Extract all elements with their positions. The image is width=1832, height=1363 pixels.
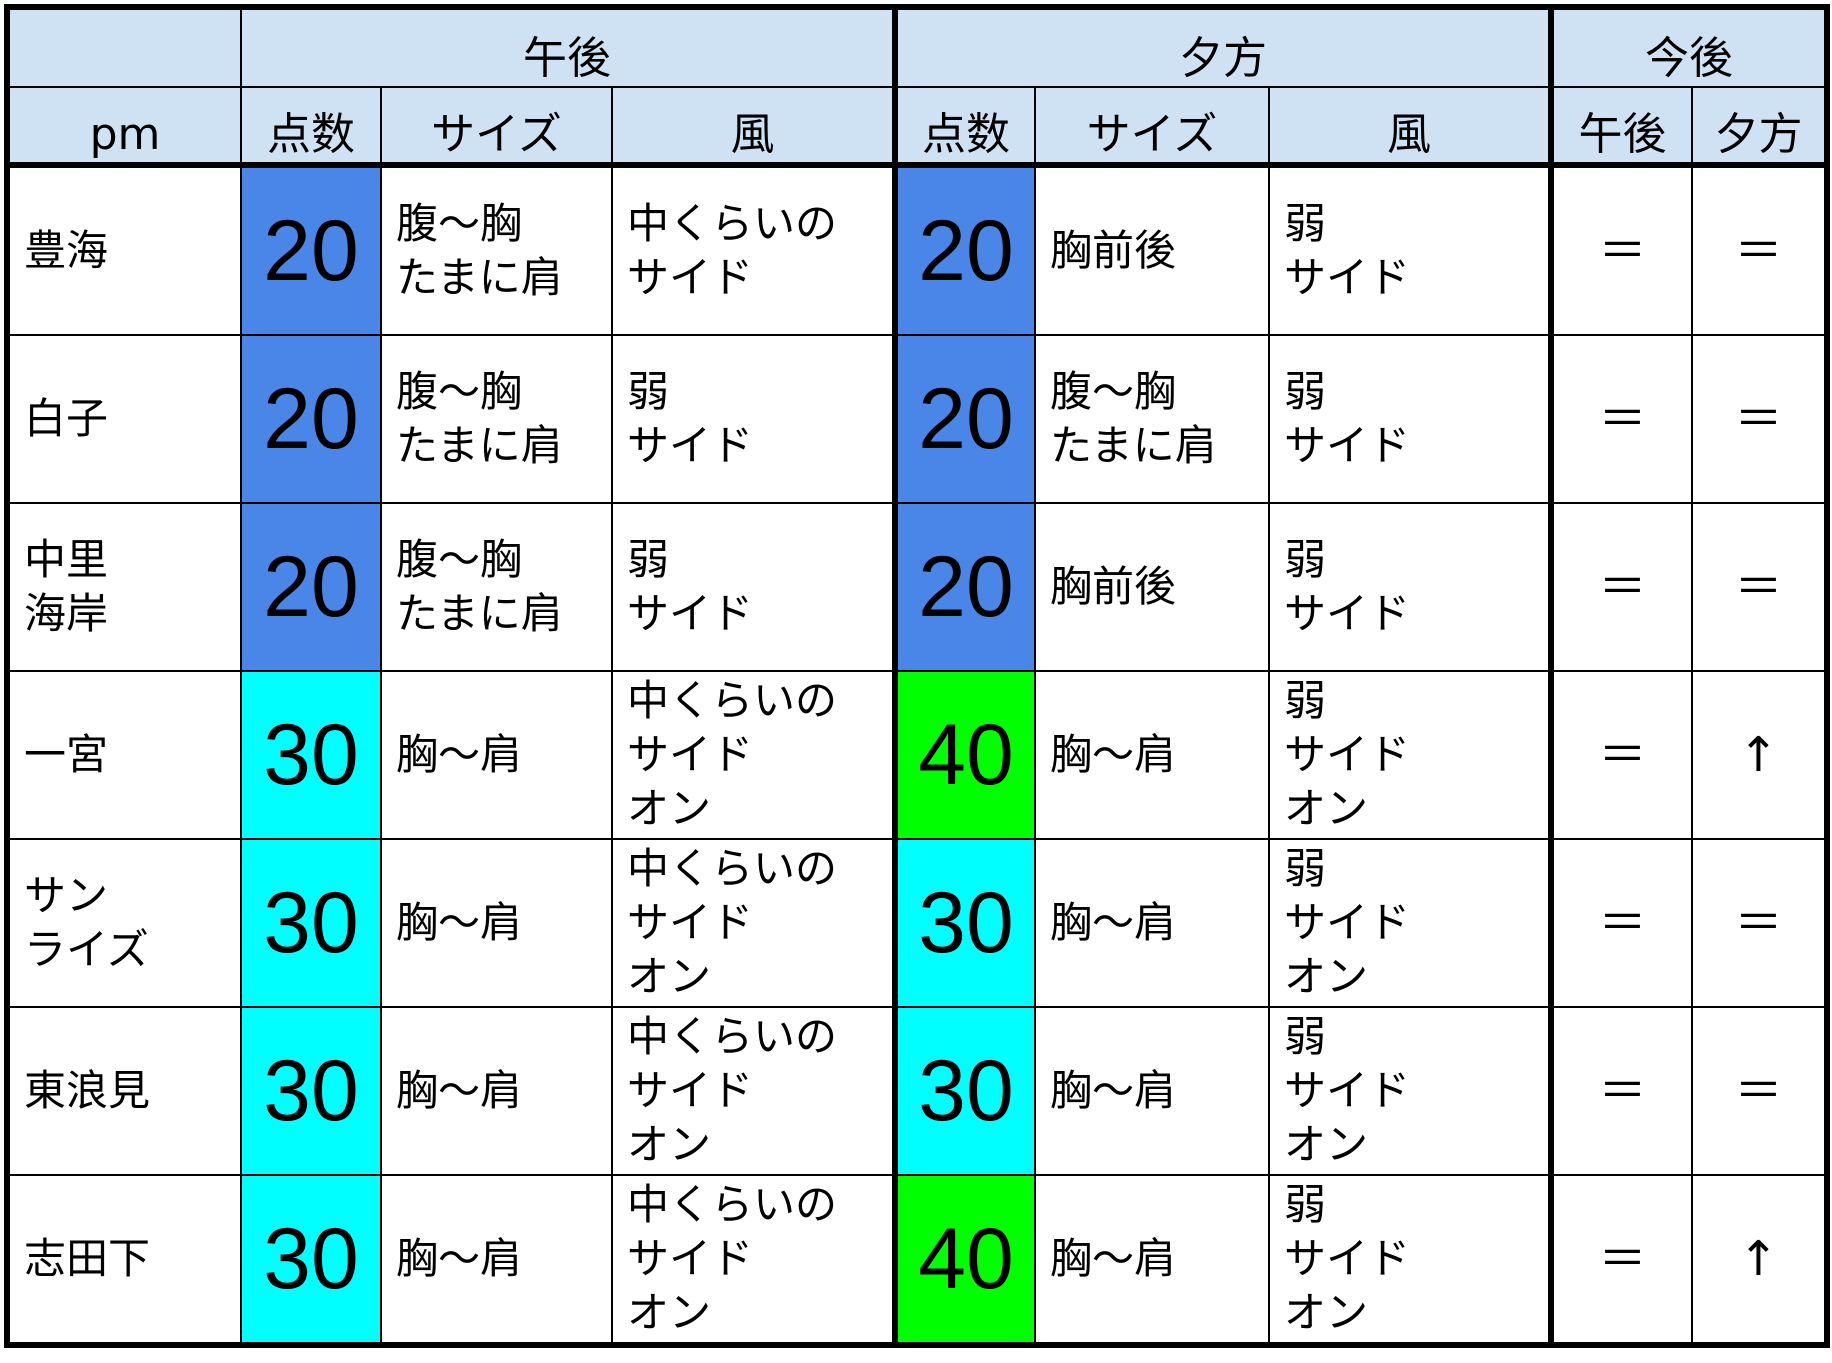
spot-name: 一宮 — [6, 670, 242, 840]
col-pm-score: 点数 — [240, 86, 382, 168]
group-outlook: 今後 — [1548, 6, 1828, 88]
evening-wind: 弱 サイド オン — [1268, 670, 1552, 840]
col-pm-wind: 風 — [611, 86, 896, 168]
outlook-evening-trend: ＝ — [1691, 502, 1828, 672]
col-ev-size: サイズ — [1034, 86, 1270, 168]
group-afternoon: 午後 — [240, 6, 896, 88]
corner-blank — [6, 6, 242, 88]
afternoon-score: 30 — [240, 1174, 382, 1346]
outlook-evening-trend: ↑ — [1691, 670, 1828, 840]
table-row: 中里 海岸 20 腹～胸 たまに肩弱 サイド 20 胸前後弱 サイド＝＝ — [6, 502, 1828, 672]
corner-label: pm — [6, 87, 242, 168]
afternoon-size: 胸～肩 — [380, 1006, 613, 1176]
outlook-afternoon-trend: ＝ — [1548, 334, 1693, 504]
outlook-evening-trend: ↑ — [1691, 1174, 1828, 1346]
column-header-row: pm 点数 サイズ 風 点数 サイズ 風 午後 夕方 — [6, 86, 1828, 168]
afternoon-size: 胸～肩 — [380, 670, 613, 840]
afternoon-wind: 中くらいの サイド オン — [611, 838, 896, 1008]
evening-size: 腹～胸 たまに肩 — [1034, 334, 1270, 504]
evening-score: 20 — [892, 164, 1036, 336]
afternoon-size: 腹～胸 たまに肩 — [380, 334, 613, 504]
outlook-afternoon-trend: ＝ — [1548, 502, 1693, 672]
afternoon-score: 20 — [240, 334, 382, 504]
evening-score: 20 — [892, 502, 1036, 672]
spot-name: 中里 海岸 — [6, 502, 242, 672]
evening-score: 30 — [892, 838, 1036, 1008]
afternoon-size: 腹～胸 たまに肩 — [380, 502, 613, 672]
col-pm-size: サイズ — [380, 86, 613, 168]
table-row: 志田下 30 胸～肩 中くらいの サイド オン 40 胸～肩弱 サイド オン＝ ↑ — [6, 1174, 1828, 1346]
spot-name: 豊海 — [6, 164, 242, 336]
outlook-afternoon-trend: ＝ — [1548, 164, 1693, 336]
outlook-evening-trend: ＝ — [1691, 334, 1828, 504]
group-evening: 夕方 — [892, 6, 1552, 88]
afternoon-score: 30 — [240, 838, 382, 1008]
outlook-afternoon-trend: ＝ — [1548, 1006, 1693, 1176]
evening-score: 30 — [892, 1006, 1036, 1176]
afternoon-score: 30 — [240, 1006, 382, 1176]
evening-wind: 弱 サイド オン — [1268, 1006, 1552, 1176]
col-ev-wind: 風 — [1268, 86, 1552, 168]
spot-name: 志田下 — [6, 1174, 242, 1346]
evening-size: 胸前後 — [1034, 502, 1270, 672]
table-row: サン ライズ 30 胸～肩 中くらいの サイド オン 30 胸～肩弱 サイド オン＝＝ — [6, 838, 1828, 1008]
evening-size: 胸～肩 — [1034, 670, 1270, 840]
outlook-afternoon-trend: ＝ — [1548, 670, 1693, 840]
evening-score: 40 — [892, 670, 1036, 840]
evening-wind: 弱 サイド オン — [1268, 1174, 1552, 1346]
afternoon-wind: 中くらいの サイド オン — [611, 670, 896, 840]
afternoon-wind: 中くらいの サイド オン — [611, 1174, 896, 1346]
outlook-evening-trend: ＝ — [1691, 164, 1828, 336]
afternoon-wind: 弱 サイド — [611, 334, 896, 504]
table-row: 白子 20 腹～胸 たまに肩弱 サイド 20 腹～胸 たまに肩弱 サイド＝＝ — [6, 334, 1828, 504]
afternoon-score: 20 — [240, 164, 382, 336]
evening-size: 胸前後 — [1034, 164, 1270, 336]
spot-name: サン ライズ — [6, 838, 242, 1008]
surf-forecast-table: 午後 夕方 今後 pm 点数 サイズ 風 点数 サイズ 風 午後 夕方 豊海 20… — [4, 4, 1830, 1348]
evening-size: 胸～肩 — [1034, 838, 1270, 1008]
table-row: 豊海 20 腹～胸 たまに肩 中くらいの サイド 20 胸前後弱 サイド＝＝ — [6, 164, 1828, 336]
outlook-afternoon-trend: ＝ — [1548, 1174, 1693, 1346]
evening-size: 胸～肩 — [1034, 1174, 1270, 1346]
afternoon-wind: 中くらいの サイド オン — [611, 1006, 896, 1176]
afternoon-score: 20 — [240, 502, 382, 672]
col-outlook-pm: 午後 — [1548, 86, 1693, 168]
outlook-afternoon-trend: ＝ — [1548, 838, 1693, 1008]
afternoon-size: 胸～肩 — [380, 1174, 613, 1346]
evening-wind: 弱 サイド — [1268, 502, 1552, 672]
spot-name: 白子 — [6, 334, 242, 504]
evening-score: 40 — [892, 1174, 1036, 1346]
afternoon-size: 腹～胸 たまに肩 — [380, 164, 613, 336]
spot-name: 東浪見 — [6, 1006, 242, 1176]
evening-size: 胸～肩 — [1034, 1006, 1270, 1176]
afternoon-size: 胸～肩 — [380, 838, 613, 1008]
evening-score: 20 — [892, 334, 1036, 504]
group-header-row: 午後 夕方 今後 — [6, 6, 1828, 88]
afternoon-wind: 中くらいの サイド — [611, 164, 896, 336]
evening-wind: 弱 サイド — [1268, 334, 1552, 504]
evening-wind: 弱 サイド — [1268, 164, 1552, 336]
table-row: 一宮 30 胸～肩 中くらいの サイド オン 40 胸～肩弱 サイド オン＝ ↑ — [6, 670, 1828, 840]
outlook-evening-trend: ＝ — [1691, 1006, 1828, 1176]
evening-wind: 弱 サイド オン — [1268, 838, 1552, 1008]
afternoon-score: 30 — [240, 670, 382, 840]
outlook-evening-trend: ＝ — [1691, 838, 1828, 1008]
afternoon-wind: 弱 サイド — [611, 502, 896, 672]
col-ev-score: 点数 — [892, 86, 1036, 168]
table-row: 東浪見 30 胸～肩 中くらいの サイド オン 30 胸～肩弱 サイド オン＝＝ — [6, 1006, 1828, 1176]
col-outlook-ev: 夕方 — [1691, 86, 1828, 168]
